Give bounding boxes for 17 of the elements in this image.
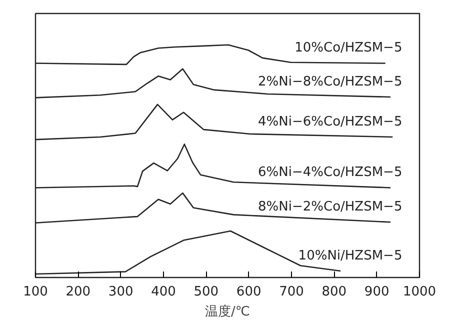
- x-tick-label: 400: [151, 284, 176, 300]
- x-tick-label: 1000: [402, 284, 436, 300]
- x-axis-title: 温度/℃: [205, 304, 250, 320]
- series-label: 10%Co/HZSM−5: [294, 40, 402, 56]
- series-label: 2%Ni−8%Co/HZSM−5: [258, 74, 402, 90]
- series-label: 8%Ni−2%Co/HZSM−5: [258, 200, 402, 215]
- x-tick-label: 300: [108, 284, 134, 300]
- series-label: 6%Ni−4%Co/HZSM−5: [258, 165, 402, 180]
- x-tick-label: 600: [236, 284, 262, 300]
- series-label: 4%Ni−6%Co/HZSM−5: [258, 114, 402, 130]
- x-tick-label: 700: [279, 284, 304, 300]
- x-tick-label: 500: [194, 284, 219, 300]
- x-tick-label: 900: [364, 284, 390, 300]
- series-label: 10%Ni/HZSM−5: [298, 248, 402, 264]
- x-tick-label: 200: [66, 284, 91, 300]
- x-tick-label: 100: [23, 284, 48, 300]
- x-tick-label: 800: [322, 284, 347, 300]
